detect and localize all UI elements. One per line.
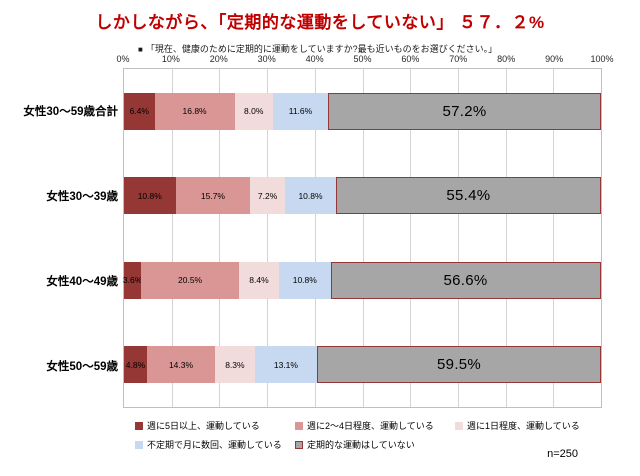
- legend-item: 不定期で月に数回、運動している: [135, 438, 295, 451]
- bar-row: 6.4% 16.8% 8.0% 11.6% 57.2%: [124, 69, 601, 154]
- bar-segment: 8.0%: [234, 92, 273, 130]
- legend-label: 週に2〜4日程度、運動している: [307, 421, 434, 431]
- category-label: 女性30〜59歳合計: [23, 105, 118, 118]
- sample-size-label: n=250: [547, 448, 578, 460]
- bar-segment: 14.3%: [146, 346, 216, 384]
- legend-row-2: 不定期で月に数回、運動している 定期的な運動はしていない: [135, 438, 455, 451]
- stacked-bar: 10.8% 15.7% 7.2% 10.8% 55.4%: [124, 177, 601, 215]
- legend-swatch-icon: [295, 421, 303, 430]
- x-axis-tick: 10%: [161, 54, 180, 64]
- bar-segment: 10.8%: [279, 261, 331, 299]
- plot-area: 6.4% 16.8% 8.0% 11.6% 57.2% 10.8% 15.7% 7.2% 10.…: [123, 68, 602, 408]
- gridline: [314, 69, 316, 407]
- bar-segment: 57.2%: [328, 92, 601, 130]
- bar-segment: 15.7%: [175, 177, 251, 215]
- category-labels: 女性30〜59歳合計女性30〜39歳 女性40〜49歳 女性50〜59歳: [0, 68, 118, 408]
- bar-row: 3.6% 20.5% 8.4% 10.8% 56.6%: [123, 238, 601, 323]
- bar-segment: 20.5%: [141, 261, 239, 299]
- subtitle-marker-icon: ■: [138, 45, 143, 54]
- bar-row: 4.8% 14.3% 8.3% 13.1% 59.5%: [124, 323, 601, 408]
- legend-swatch-icon: [295, 440, 303, 449]
- bar-segment: 16.8%: [154, 92, 235, 130]
- x-axis-tick: 0%: [116, 54, 130, 64]
- bar-segment: 11.6%: [272, 92, 329, 130]
- bar-segment: 13.1%: [254, 346, 318, 384]
- legend-item: 週に5日以上、運動している: [135, 419, 295, 432]
- legend-label: 週に1日程度、運動している: [467, 421, 580, 431]
- category-label: 女性40〜49歳: [46, 275, 118, 288]
- bar-row: 10.8% 15.7% 7.2% 10.8% 55.4%: [124, 154, 601, 239]
- bar-segment: 6.4%: [124, 92, 155, 130]
- x-axis-tick: 70%: [449, 54, 468, 64]
- x-axis-tick: 40%: [305, 54, 324, 64]
- bar-segment: 10.8%: [284, 177, 337, 215]
- stacked-bar: 6.4% 16.8% 8.0% 11.6% 57.2%: [124, 92, 601, 130]
- gridline: [505, 69, 507, 407]
- bar-segment: 4.8%: [124, 346, 147, 384]
- legend-swatch-icon: [135, 421, 143, 430]
- gridline: [457, 69, 459, 407]
- legend-label: 定期的な運動はしていない: [307, 440, 415, 450]
- legend-row-1: 週に5日以上、運動している 週に2〜4日程度、運動している 週に1日程度、運動してい…: [135, 419, 615, 432]
- gridline: [219, 69, 221, 407]
- category-label: 女性50〜59歳: [46, 360, 118, 373]
- x-axis-tick: 90%: [545, 54, 564, 64]
- bar-segment: 3.6%: [123, 261, 142, 299]
- stacked-bar: 4.8% 14.3% 8.3% 13.1% 59.5%: [124, 346, 601, 384]
- bar-segment: 56.6%: [330, 261, 601, 299]
- stacked-bar: 3.6% 20.5% 8.4% 10.8% 56.6%: [123, 261, 601, 299]
- bar-segment: 55.4%: [336, 177, 601, 215]
- gridline: [267, 69, 269, 407]
- gridline: [171, 69, 173, 407]
- legend-item: 定期的な運動はしていない: [295, 438, 455, 451]
- bar-segment: 10.8%: [124, 177, 176, 215]
- x-axis-tick: 100%: [590, 54, 614, 64]
- x-axis: 0% 10% 20% 30% 40% 50% 60% 70% 80% 90% 100%: [116, 54, 613, 66]
- bar-segment: 8.3%: [215, 346, 255, 384]
- gridline: [410, 69, 412, 407]
- gridline: [553, 69, 555, 407]
- x-axis-tick: 30%: [257, 54, 276, 64]
- bar-segment: 8.4%: [238, 261, 280, 299]
- bar-segment: 59.5%: [317, 346, 601, 384]
- legend-item: 週に2〜4日程度、運動している: [295, 419, 455, 432]
- legend-swatch-icon: [455, 421, 463, 430]
- x-axis-tick: 80%: [497, 54, 516, 64]
- x-axis-tick: 60%: [401, 54, 420, 64]
- category-label: 女性30〜39歳: [46, 190, 118, 203]
- x-axis-tick: 20%: [209, 54, 228, 64]
- legend-label: 不定期で月に数回、運動している: [147, 440, 282, 450]
- gridline: [362, 69, 364, 407]
- legend-item: 週に1日程度、運動している: [455, 419, 615, 432]
- x-axis-tick: 50%: [353, 54, 372, 64]
- bar-segment: 7.2%: [250, 177, 285, 215]
- legend-label: 週に5日以上、運動している: [147, 421, 260, 431]
- legend-swatch-icon: [135, 440, 143, 449]
- chart-subtitle: ■ 「現在、健康のために定期的に運動をしていますか?最も近いものをお選びください。…: [138, 42, 497, 55]
- chart-title: しかしながら、「定期的な運動をしていない」 ５７．２%: [95, 13, 545, 32]
- subtitle-text: 「現在、健康のために定期的に運動をしていますか?最も近いものをお選びください。」: [145, 44, 498, 54]
